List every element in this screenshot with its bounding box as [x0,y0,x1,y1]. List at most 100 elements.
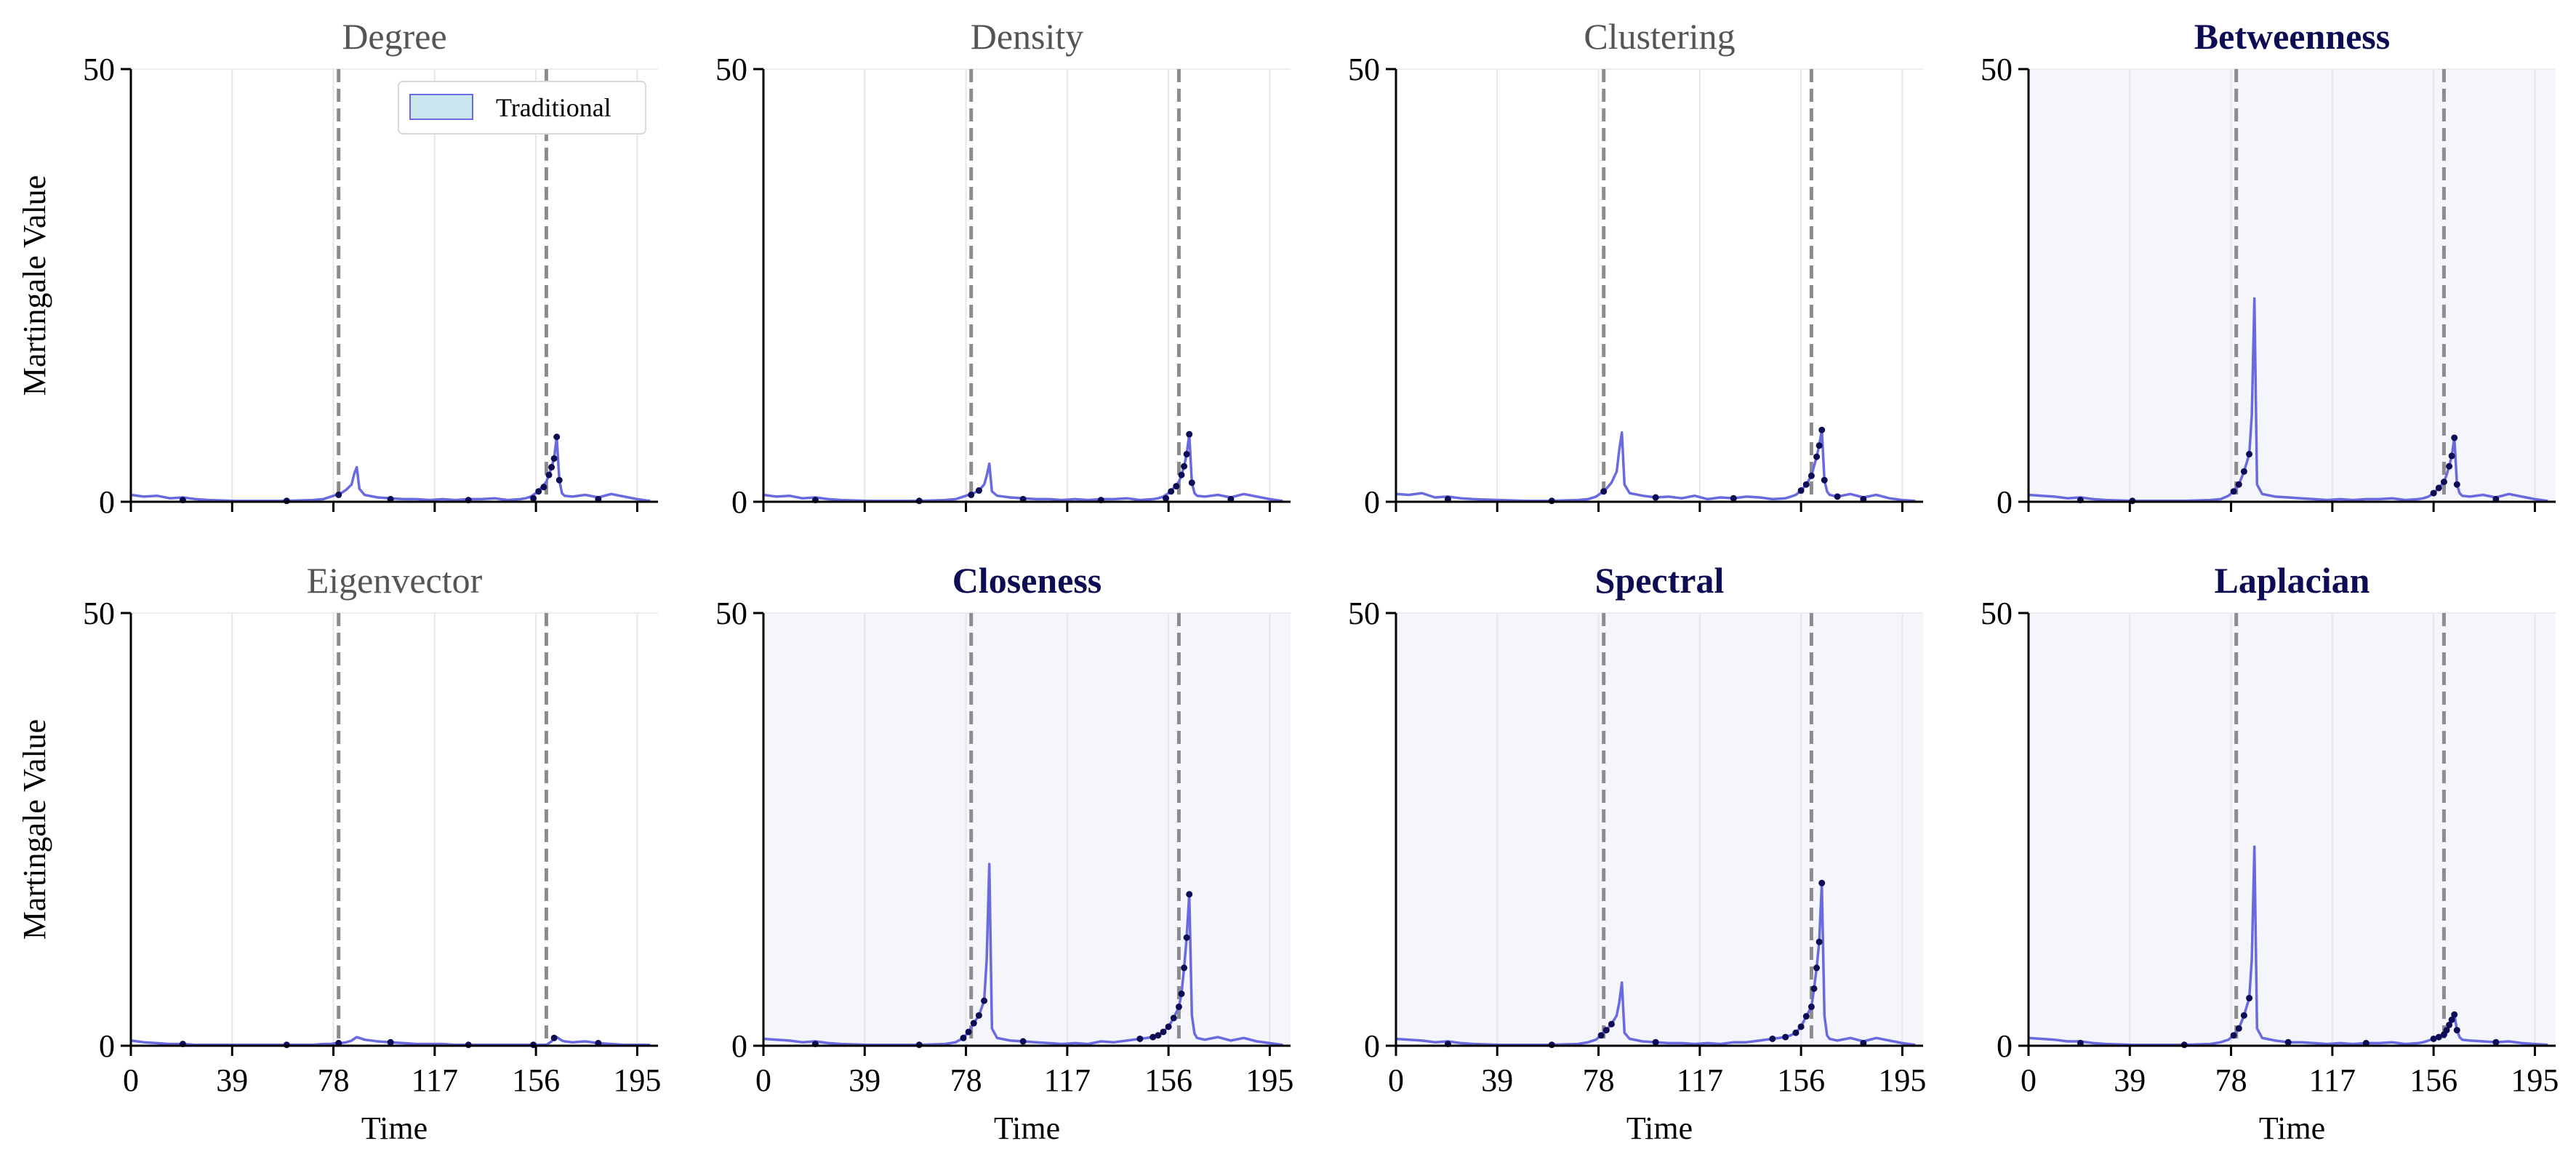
y-tick-label: 50 [1348,52,1380,87]
x-tick-label: 39 [216,1062,248,1098]
panel-background [2029,613,2556,1046]
y-tick-label: 0 [731,1028,747,1064]
detection-point [1597,1032,1605,1039]
x-tick-label: 156 [1777,1062,1825,1098]
detection-point [1815,938,1823,945]
detection-point [1769,1035,1776,1042]
detection-point [553,433,561,441]
detection-point [1807,1003,1815,1010]
detection-point [2453,1027,2460,1034]
detection-point [545,471,553,479]
detection-point [535,488,542,495]
detection-point [1815,442,1823,449]
x-tick-label: 78 [950,1062,982,1098]
detection-point [2235,1025,2242,1032]
y-tick-label: 50 [715,52,747,87]
detection-point [1802,1013,1810,1020]
series-line-traditional [1395,428,1916,503]
x-tick-label: 156 [512,1062,560,1098]
panel-title: Eigenvector [307,560,483,601]
panel-degree: 0 50 Degree Martingale Value [17,16,658,520]
panel-eigenvector: 0 50 0 39 78 117 156 195 Eigenvector Martingale V… [17,560,661,1146]
detection-point [1797,1023,1805,1030]
x-tick-label: 117 [1044,1062,1091,1098]
detection-point [2230,1032,2237,1039]
y-tick-label: 50 [1981,596,2013,631]
panel-background [2029,69,2556,502]
y-tick-label: 0 [1997,484,2013,520]
panel-title: Density [971,16,1084,57]
detection-point [2430,489,2437,497]
detection-point [1149,1033,1157,1041]
detection-point [1813,453,1821,460]
y-tick-label: 50 [715,596,747,631]
detection-point [960,1034,967,1041]
x-tick-label: 156 [1144,1062,1192,1098]
detection-point [975,487,982,495]
y-axis-label: Martingale Value [17,175,52,396]
detection-point [2440,479,2447,486]
detection-point [968,491,975,498]
x-tick-label: 0 [2021,1062,2037,1098]
panel-spectral: 0 50 0 39 78 117 156 195 Spectral Time [1348,560,1926,1146]
panel-title: Spectral [1595,560,1725,601]
detection-point [1600,488,1608,495]
detection-point [1188,479,1195,487]
detection-point [1652,494,1659,501]
detection-point [2446,463,2453,470]
detection-point [1602,1027,1610,1034]
detection-point [530,495,537,502]
detection-point [2246,995,2253,1002]
detection-point [1730,495,1737,502]
detection-point [550,1034,558,1041]
y-tick-label: 50 [1981,52,2013,87]
y-tick-label: 0 [99,484,115,520]
y-tick-label: 50 [83,52,115,87]
detection-point [1178,990,1185,998]
detection-point [1834,493,1841,500]
detection-point [550,455,558,462]
detection-point [1186,431,1193,438]
detection-point [2235,481,2242,488]
detection-point [1155,1032,1162,1039]
x-tick-label: 0 [123,1062,139,1098]
detection-point [2446,1021,2453,1028]
detection-point [1170,1014,1177,1022]
y-tick-label: 0 [1364,1028,1380,1064]
panel-density: 0 50 Density [715,16,1291,520]
legend: Traditional [398,81,646,135]
x-axis-label: Time [994,1110,1060,1146]
y-tick-label: 0 [99,1028,115,1064]
x-axis-label: Time [1626,1110,1693,1146]
detection-point [2284,1038,2292,1046]
panel-title: Laplacian [2215,560,2370,601]
detection-point [1797,487,1805,495]
y-tick-label: 0 [1364,484,1380,520]
x-tick-label: 195 [613,1062,661,1098]
detection-point [2451,434,2458,441]
x-tick-label: 78 [318,1062,350,1098]
panel-title: Clustering [1584,16,1735,57]
detection-point [1186,891,1193,898]
y-axis-label: Martingale Value [17,719,52,940]
panel-title: Degree [342,16,446,57]
detection-point [555,476,563,484]
x-tick-label: 39 [1481,1062,1513,1098]
detection-point [2448,452,2455,460]
panel-background [763,613,1291,1046]
series-line-traditional [130,436,651,503]
detection-point [970,1020,977,1027]
detection-point [1163,495,1170,502]
detection-point [1821,476,1828,484]
detection-point [2240,1012,2247,1019]
detection-point [1136,1035,1144,1042]
y-tick-label: 50 [83,596,115,631]
detection-point [1652,1038,1659,1046]
detection-point [1181,463,1188,470]
panel-closeness: 0 50 0 39 78 117 156 195 Closeness Time [715,560,1293,1146]
detection-point [1813,964,1821,972]
detection-point [1810,985,1818,992]
detection-point [981,997,988,1004]
detection-point [1168,488,1175,495]
